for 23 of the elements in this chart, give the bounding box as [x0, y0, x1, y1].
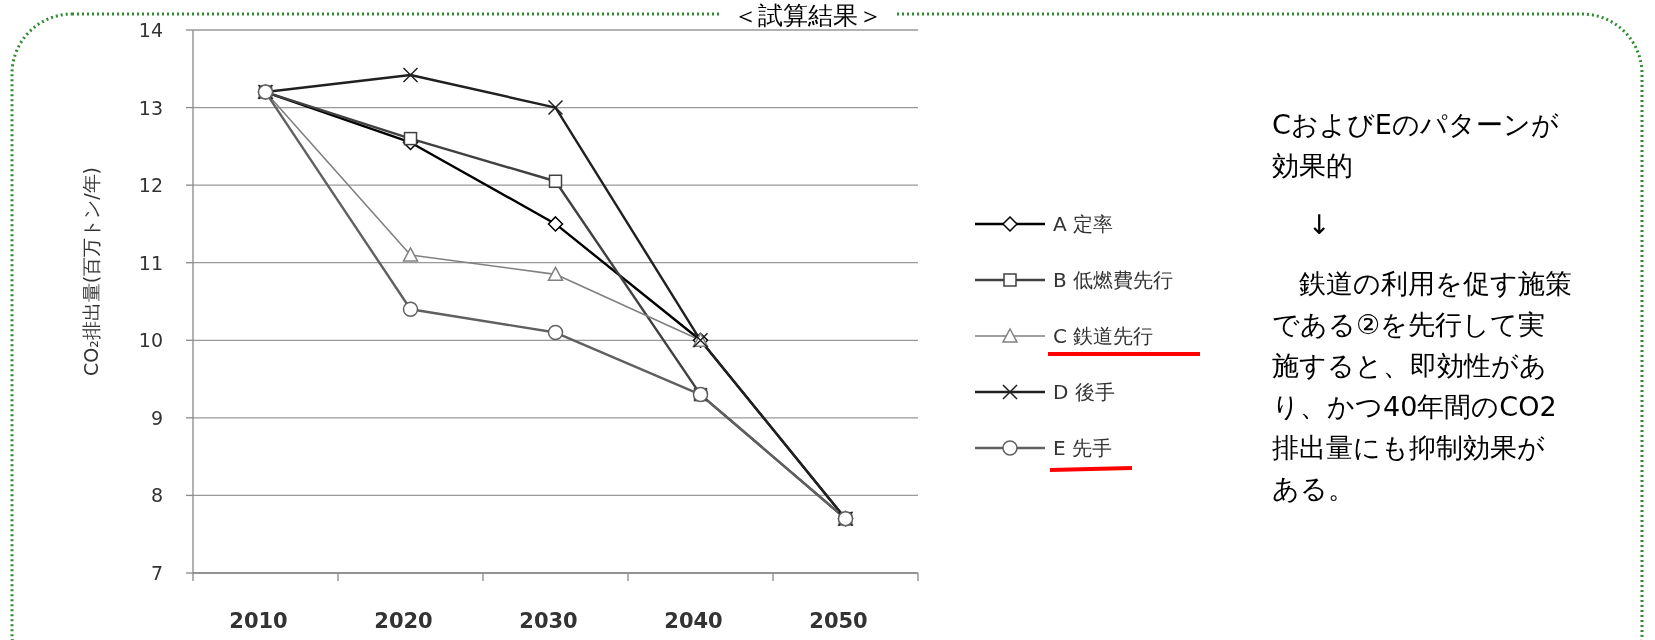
y-tick-label: 8: [150, 484, 163, 507]
text: 鉄道の利用を促す施策である②を先行して実施すると、即効性があり、かつ40年間のCO2排出量にも抑制効果がある。: [1272, 267, 1572, 506]
text: ↓: [1307, 208, 1332, 242]
legend-label: C 鉄道先行: [1053, 324, 1154, 348]
y-tick-label: 12: [138, 174, 163, 197]
x-tick-label: 2030: [519, 609, 578, 633]
y-tick-label: 13: [138, 96, 163, 119]
x-tick-label: 2050: [809, 609, 868, 633]
y-tick-label: 14: [138, 19, 163, 41]
x-tick-label: 2040: [664, 609, 723, 633]
legend-label: A 定率: [1053, 212, 1114, 236]
y-tick-label: 10: [138, 329, 163, 352]
x-tick-label: 2020: [374, 609, 433, 633]
text: CおよびEのパターンが効果的: [1272, 108, 1560, 183]
y-tick-label: 9: [150, 406, 163, 429]
chart-title: ＜試算結果＞: [733, 1, 883, 30]
y-tick-label: 7: [150, 562, 163, 584]
x-tick-label: 2010: [229, 609, 288, 633]
legend-label: B 低燃費先行: [1053, 268, 1174, 292]
y-axis-title: CO₂排出量(百万トン/年): [80, 166, 102, 377]
legend-label: D 後手: [1053, 380, 1115, 404]
y-tick-label: 11: [138, 251, 163, 274]
legend-label: E 先手: [1053, 436, 1112, 460]
